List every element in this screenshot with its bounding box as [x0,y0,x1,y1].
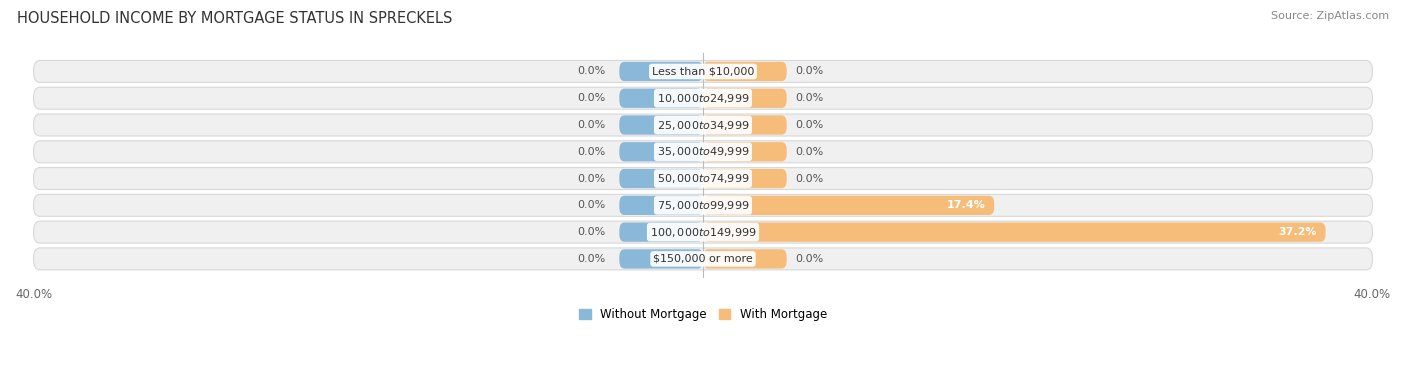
FancyBboxPatch shape [34,248,1372,270]
Text: 37.2%: 37.2% [1278,227,1317,237]
Text: 0.0%: 0.0% [794,66,824,77]
FancyBboxPatch shape [703,142,787,161]
Text: 0.0%: 0.0% [578,93,606,103]
Text: 0.0%: 0.0% [578,120,606,130]
FancyBboxPatch shape [34,60,1372,83]
FancyBboxPatch shape [703,62,787,81]
FancyBboxPatch shape [619,89,703,108]
Text: $35,000 to $49,999: $35,000 to $49,999 [657,145,749,158]
Text: 0.0%: 0.0% [794,93,824,103]
Text: 0.0%: 0.0% [578,173,606,184]
Text: $150,000 or more: $150,000 or more [654,254,752,264]
Text: 17.4%: 17.4% [948,200,986,210]
FancyBboxPatch shape [619,142,703,161]
Text: HOUSEHOLD INCOME BY MORTGAGE STATUS IN SPRECKELS: HOUSEHOLD INCOME BY MORTGAGE STATUS IN S… [17,11,453,26]
Text: 0.0%: 0.0% [578,147,606,157]
Text: 0.0%: 0.0% [794,173,824,184]
FancyBboxPatch shape [703,115,787,135]
FancyBboxPatch shape [703,89,787,108]
FancyBboxPatch shape [34,195,1372,216]
Text: 0.0%: 0.0% [578,227,606,237]
FancyBboxPatch shape [619,249,703,268]
Text: 0.0%: 0.0% [794,254,824,264]
FancyBboxPatch shape [34,141,1372,163]
FancyBboxPatch shape [619,196,703,215]
Text: $50,000 to $74,999: $50,000 to $74,999 [657,172,749,185]
FancyBboxPatch shape [619,115,703,135]
Text: Source: ZipAtlas.com: Source: ZipAtlas.com [1271,11,1389,21]
FancyBboxPatch shape [703,222,1326,242]
FancyBboxPatch shape [619,169,703,188]
Text: 0.0%: 0.0% [578,200,606,210]
Text: $10,000 to $24,999: $10,000 to $24,999 [657,92,749,105]
FancyBboxPatch shape [619,62,703,81]
Text: $25,000 to $34,999: $25,000 to $34,999 [657,118,749,132]
FancyBboxPatch shape [703,196,994,215]
Text: 0.0%: 0.0% [794,147,824,157]
Text: 0.0%: 0.0% [794,120,824,130]
FancyBboxPatch shape [34,87,1372,109]
FancyBboxPatch shape [703,169,787,188]
FancyBboxPatch shape [34,221,1372,243]
Text: $100,000 to $149,999: $100,000 to $149,999 [650,225,756,239]
Text: 0.0%: 0.0% [578,254,606,264]
FancyBboxPatch shape [34,114,1372,136]
Text: Less than $10,000: Less than $10,000 [652,66,754,77]
Legend: Without Mortgage, With Mortgage: Without Mortgage, With Mortgage [579,308,827,321]
FancyBboxPatch shape [703,249,787,268]
FancyBboxPatch shape [34,168,1372,190]
Text: $75,000 to $99,999: $75,000 to $99,999 [657,199,749,212]
FancyBboxPatch shape [619,222,703,242]
Text: 0.0%: 0.0% [578,66,606,77]
